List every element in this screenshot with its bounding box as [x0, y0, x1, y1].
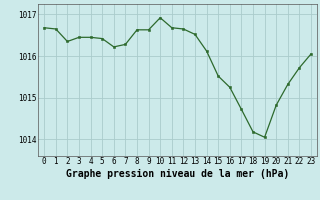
X-axis label: Graphe pression niveau de la mer (hPa): Graphe pression niveau de la mer (hPa) — [66, 169, 289, 179]
